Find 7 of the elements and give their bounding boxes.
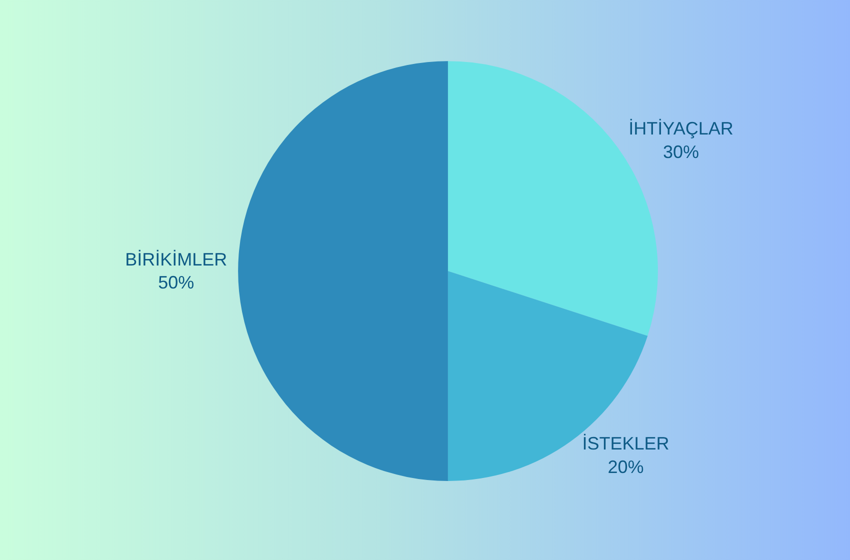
slice-label: İSTEKLER [582, 433, 670, 454]
data-label: 20% [608, 456, 644, 477]
pie-slice [238, 61, 448, 481]
data-label: 30% [662, 142, 700, 162]
data-label: 50% [158, 272, 194, 293]
slice-label: İHTİYAÇLAR [628, 118, 734, 138]
slice-label: BİRİKİMLER [125, 249, 228, 270]
